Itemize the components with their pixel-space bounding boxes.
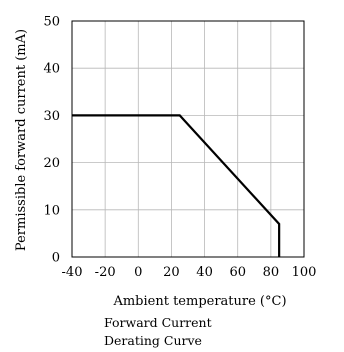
y-tick-label: 30: [43, 109, 60, 124]
x-tick-label: 40: [196, 265, 213, 280]
y-tick-label: 50: [43, 15, 60, 30]
plot-frame: [71, 20, 305, 258]
x-tick-label: -20: [95, 265, 116, 280]
y-tick-label: 0: [52, 251, 60, 266]
caption-line-1: Forward Current: [104, 315, 212, 330]
caption-line-2: Derating Curve: [104, 333, 202, 348]
series-layer: [72, 114, 281, 257]
y-tick-labels: 0 10 20 30 40 50: [43, 15, 60, 266]
x-tick-label: 60: [229, 265, 246, 280]
y-tick-label: 40: [43, 62, 60, 77]
y-axis-label: Permissible forward current (mA): [14, 29, 29, 251]
derating-curve-line: [72, 114, 281, 257]
x-tick-label: -40: [62, 265, 83, 280]
x-axis-label: Ambient temperature (°C): [112, 294, 286, 309]
x-tick-label: 0: [134, 265, 142, 280]
grid-lines: [72, 21, 304, 257]
x-tick-label: 80: [263, 265, 280, 280]
x-tick-labels: -40 -20 0 20 40 60 80 100: [62, 265, 317, 280]
x-tick-label: 100: [292, 265, 317, 280]
y-tick-label: 20: [43, 156, 60, 171]
y-tick-label: 10: [43, 203, 60, 218]
x-tick-label: 20: [163, 265, 180, 280]
